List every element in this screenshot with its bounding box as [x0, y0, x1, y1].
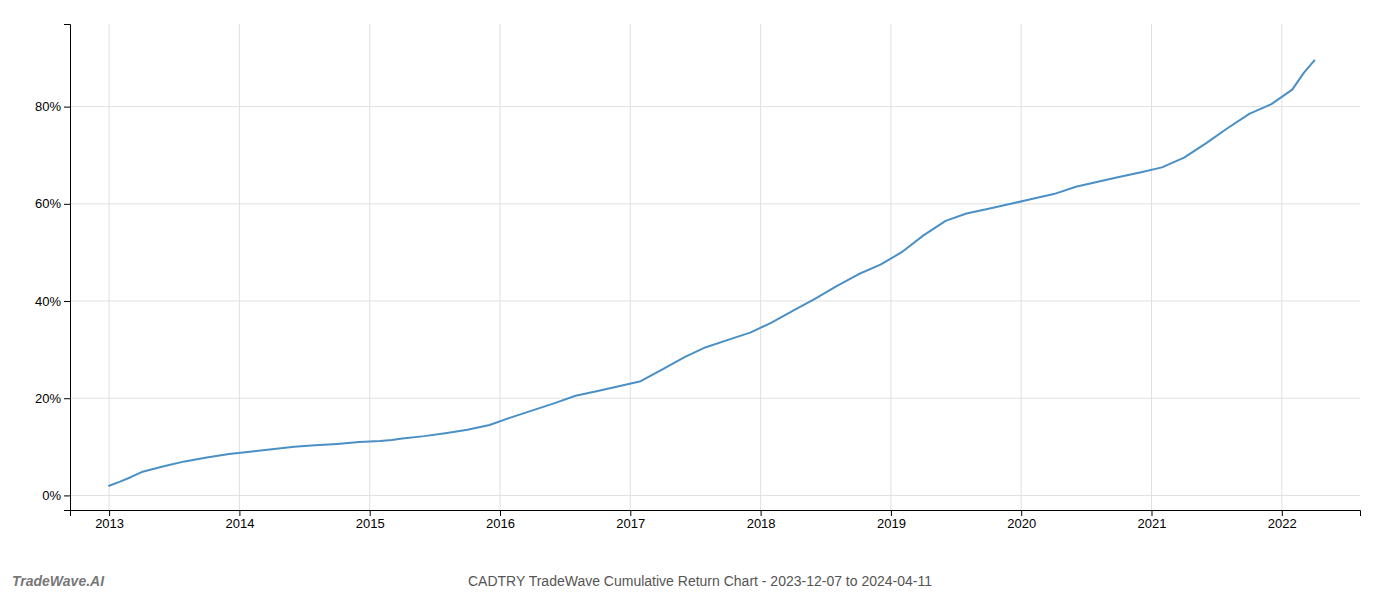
x-axis: 2013 2014 2015 2016 2017 2018 2019 2020 2021 2022 [71, 510, 1361, 531]
grid-line [70, 106, 1360, 107]
title: CADTRY TradeWave Cumulative Return Chart… [468, 573, 932, 589]
y-axis: 0% 20% 40% 60% 80% [35, 25, 71, 511]
tick-mark [1282, 510, 1283, 516]
tick: 60% [35, 196, 70, 211]
tick-mark [1152, 510, 1153, 516]
tick-label: 2013 [95, 516, 124, 531]
chart: 2013 2014 2015 2016 2017 2018 2019 2020 2021 2022… [0, 0, 1400, 600]
tick-label: 2021 [1138, 516, 1167, 531]
tick: 2015 [356, 510, 385, 531]
tick-mark [64, 301, 70, 302]
tick: 2016 [486, 510, 515, 531]
tick: 20% [35, 391, 70, 406]
tick: 2018 [747, 510, 776, 531]
tick: 2019 [877, 510, 906, 531]
tick: 2014 [225, 510, 254, 531]
grid-line [70, 495, 1360, 496]
tick-label: 2019 [877, 516, 906, 531]
tick-mark [370, 510, 371, 516]
grid-line [70, 301, 1360, 302]
watermark: TradeWave.AI [12, 573, 105, 589]
tick-label: 0% [42, 488, 61, 503]
grid-line [500, 24, 501, 510]
tick-mark [239, 510, 240, 516]
tick: 2020 [1007, 510, 1036, 531]
grid-line [760, 24, 761, 510]
tick-mark [761, 510, 762, 516]
tick-label: 40% [35, 294, 61, 309]
grid-line [369, 24, 370, 510]
tick-mark [64, 495, 70, 496]
tick-label: 2018 [747, 516, 776, 531]
grid-line [239, 24, 240, 510]
axis-line [71, 511, 1361, 517]
tick: 80% [35, 99, 70, 114]
line [109, 60, 1314, 485]
tick: 0% [42, 488, 70, 503]
tick-mark [64, 107, 70, 108]
grid [70, 24, 1360, 510]
tick-mark [1021, 510, 1022, 516]
tick: 2013 [95, 510, 124, 531]
grid-line [1151, 24, 1152, 510]
tick-label: 2017 [616, 516, 645, 531]
tick-mark [891, 510, 892, 516]
axis-line [64, 25, 71, 511]
tick-label: 80% [35, 99, 61, 114]
tick-label: 20% [35, 391, 61, 406]
tick-label: 2020 [1007, 516, 1036, 531]
tick-label: 60% [35, 196, 61, 211]
tick: 2021 [1138, 510, 1167, 531]
tick-mark [64, 398, 70, 399]
grid-line [70, 398, 1360, 399]
grid-line [1021, 24, 1022, 510]
grid-line [890, 24, 891, 510]
tick: 2022 [1268, 510, 1297, 531]
tick: 40% [35, 294, 70, 309]
grid-line [109, 24, 110, 510]
tick-mark [630, 510, 631, 516]
tick-label: 2016 [486, 516, 515, 531]
tick-mark [500, 510, 501, 516]
grid-line [630, 24, 631, 510]
tick-mark [109, 510, 110, 516]
tick-label: 2014 [225, 516, 254, 531]
tick-label: 2022 [1268, 516, 1297, 531]
tick-label: 2015 [356, 516, 385, 531]
marks [109, 60, 1314, 485]
tick-mark [64, 204, 70, 205]
plot: 2013 2014 2015 2016 2017 2018 2019 2020 2021 2022… [35, 24, 1361, 531]
tick: 2017 [616, 510, 645, 531]
grid-line [70, 203, 1360, 204]
